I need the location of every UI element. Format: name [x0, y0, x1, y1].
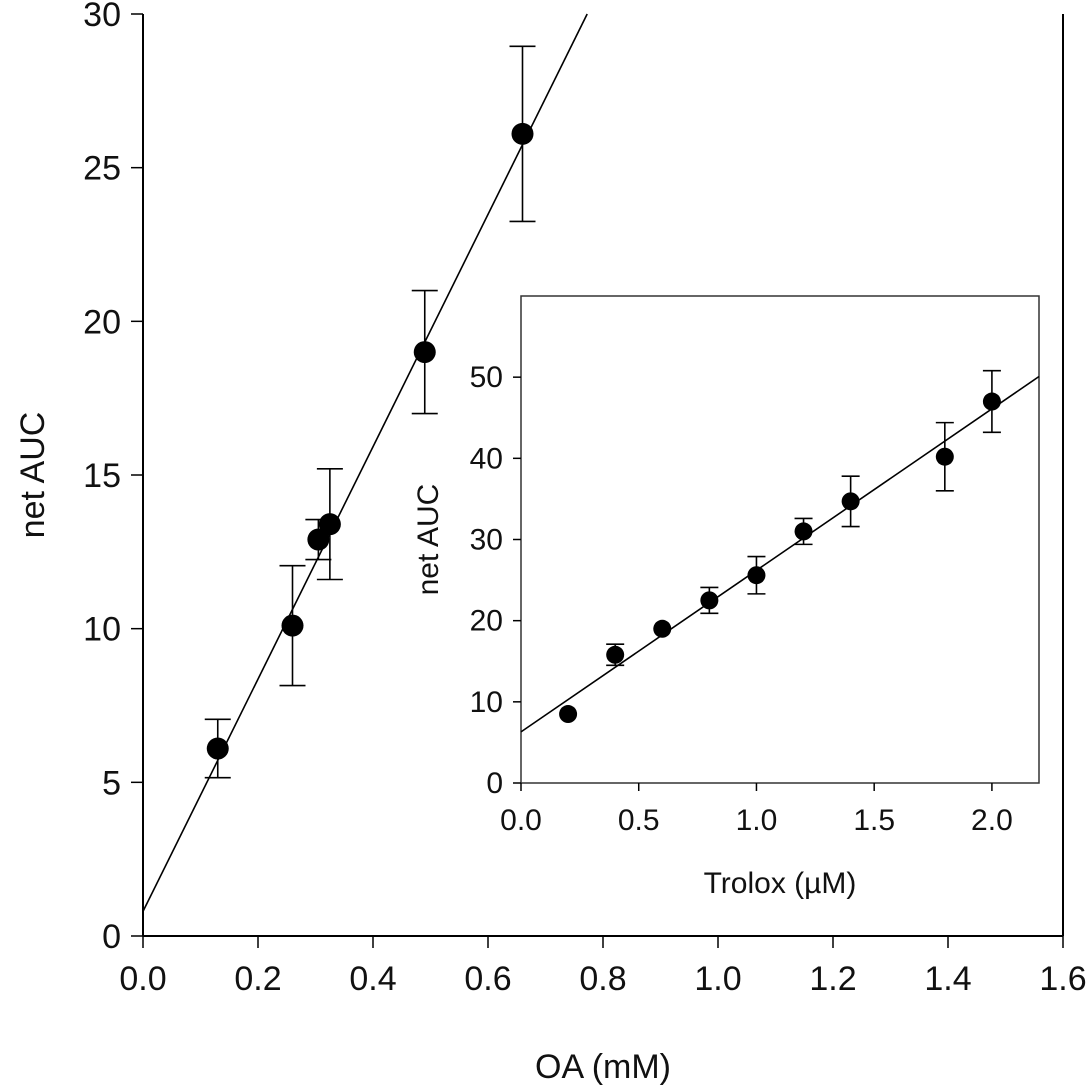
data-point [307, 528, 330, 551]
data-point [606, 645, 625, 664]
data-point [935, 447, 954, 466]
y-tick-label: 20 [83, 303, 121, 341]
x-tick-label: 1.5 [853, 804, 895, 837]
x-tick-label: 0.0 [500, 804, 542, 837]
y-axis-title: net AUC [14, 412, 52, 539]
fit-line [520, 375, 1040, 733]
data-point [653, 619, 672, 638]
inset-chart: 0.0 0.5 1.0 1.5 2.0 0 10 20 30 40 50 Trolox (µM) net… [412, 295, 1040, 900]
inset-plot-frame [520, 295, 1040, 784]
data-point [318, 513, 341, 536]
y-tick-label: 0 [102, 918, 121, 956]
x-axis-title: OA (mM) [535, 1048, 671, 1086]
data-point [794, 522, 813, 541]
data-point [982, 392, 1001, 411]
x-tick-label: 2.0 [971, 804, 1013, 837]
y-tick-label: 20 [470, 605, 503, 638]
y-tick-label: 30 [470, 524, 503, 557]
y-tick-label: 25 [83, 150, 121, 188]
x-tick-label: 0.8 [579, 960, 626, 998]
data-point [559, 705, 578, 724]
x-tick-label: 0.0 [119, 960, 166, 998]
x-tick-label: 0.2 [234, 960, 281, 998]
data-point [747, 566, 766, 585]
data-point [511, 122, 534, 145]
x-tick-label: 1.0 [736, 804, 778, 837]
y-axis-title: net AUC [412, 484, 445, 596]
data-point [700, 591, 719, 610]
data-point [413, 341, 436, 364]
x-tick-label: 0.6 [464, 960, 511, 998]
y-tick-label: 50 [470, 361, 503, 394]
x-tick-label: 1.0 [694, 960, 741, 998]
data-point [206, 737, 229, 760]
y-tick-label: 40 [470, 442, 503, 475]
y-tick-label: 5 [102, 764, 121, 802]
y-tick-label: 30 [83, 0, 121, 34]
y-tick-label: 15 [83, 457, 121, 495]
main-chart: 0.0 0.2 0.4 0.6 0.8 1.0 1.2 1.4 1.6 0 5 10 15 20 25 30 O… [14, 0, 1087, 1086]
data-point [281, 614, 304, 637]
y-tick-label: 10 [83, 611, 121, 649]
x-axis-title: Trolox (µM) [704, 867, 857, 900]
x-tick-label: 0.5 [618, 804, 660, 837]
y-tick-label: 0 [486, 767, 503, 800]
x-tick-label: 0.4 [349, 960, 396, 998]
y-tick-label: 10 [470, 686, 503, 719]
x-tick-label: 1.4 [924, 960, 971, 998]
data-point [841, 492, 860, 511]
x-tick-label: 1.6 [1039, 960, 1086, 998]
x-tick-label: 1.2 [809, 960, 856, 998]
